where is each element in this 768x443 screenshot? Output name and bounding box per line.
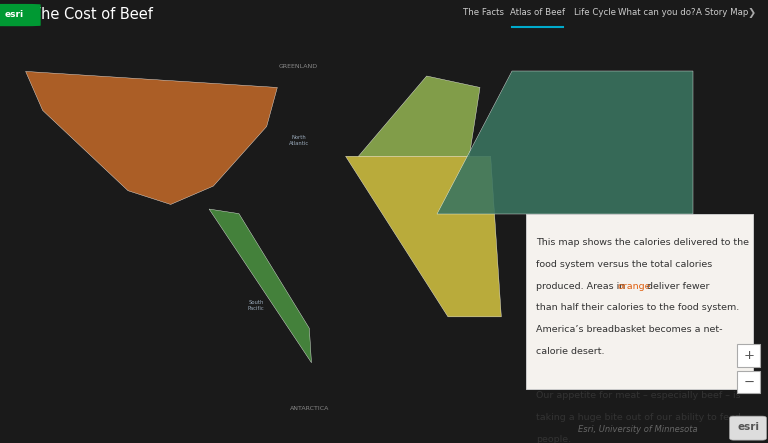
FancyBboxPatch shape: [737, 344, 760, 367]
Text: North
Atlantic: North Atlantic: [289, 135, 309, 146]
Text: food system versus the total calories: food system versus the total calories: [536, 260, 712, 269]
Polygon shape: [619, 237, 715, 340]
Polygon shape: [359, 76, 480, 156]
Text: Atlas of Beef: Atlas of Beef: [510, 8, 565, 16]
Text: taking a huge bite out of our ability to feed: taking a huge bite out of our ability to…: [536, 413, 741, 422]
Text: GREENLAND: GREENLAND: [279, 64, 318, 69]
Polygon shape: [209, 209, 312, 363]
Text: Our appetite for meat – especially beef – is: Our appetite for meat – especially beef …: [536, 391, 740, 400]
Text: Esri, University of Minnesota: Esri, University of Minnesota: [578, 425, 697, 434]
Polygon shape: [437, 71, 694, 214]
Text: South
Pacific: South Pacific: [247, 300, 264, 311]
Text: The Facts: The Facts: [463, 8, 505, 16]
Text: +: +: [743, 349, 754, 362]
Polygon shape: [25, 71, 277, 205]
Text: What can you do?: What can you do?: [618, 8, 695, 16]
FancyBboxPatch shape: [737, 371, 760, 393]
Text: than half their calories to the food system.: than half their calories to the food sys…: [536, 303, 740, 312]
Text: A Story Map: A Story Map: [696, 8, 748, 16]
Text: calorie desert.: calorie desert.: [536, 347, 604, 356]
Text: deliver fewer: deliver fewer: [644, 282, 709, 291]
Text: ❯: ❯: [747, 8, 755, 18]
Text: Life Cycle: Life Cycle: [574, 8, 616, 16]
Text: people.: people.: [536, 435, 571, 443]
Text: orange: orange: [617, 282, 651, 291]
Text: esri: esri: [737, 422, 759, 432]
Text: −: −: [743, 376, 754, 389]
Text: esri: esri: [5, 10, 24, 19]
Polygon shape: [346, 156, 502, 317]
Text: produced. Areas in: produced. Areas in: [536, 282, 628, 291]
FancyBboxPatch shape: [526, 214, 753, 389]
FancyBboxPatch shape: [0, 4, 41, 26]
Text: ANTARCTICA: ANTARCTICA: [290, 406, 329, 411]
Text: America’s breadbasket becomes a net-: America’s breadbasket becomes a net-: [536, 325, 723, 334]
FancyBboxPatch shape: [730, 416, 766, 440]
Text: This map shows the calories delivered to the: This map shows the calories delivered to…: [536, 238, 749, 247]
Text: The Cost of Beef: The Cost of Beef: [32, 7, 153, 22]
